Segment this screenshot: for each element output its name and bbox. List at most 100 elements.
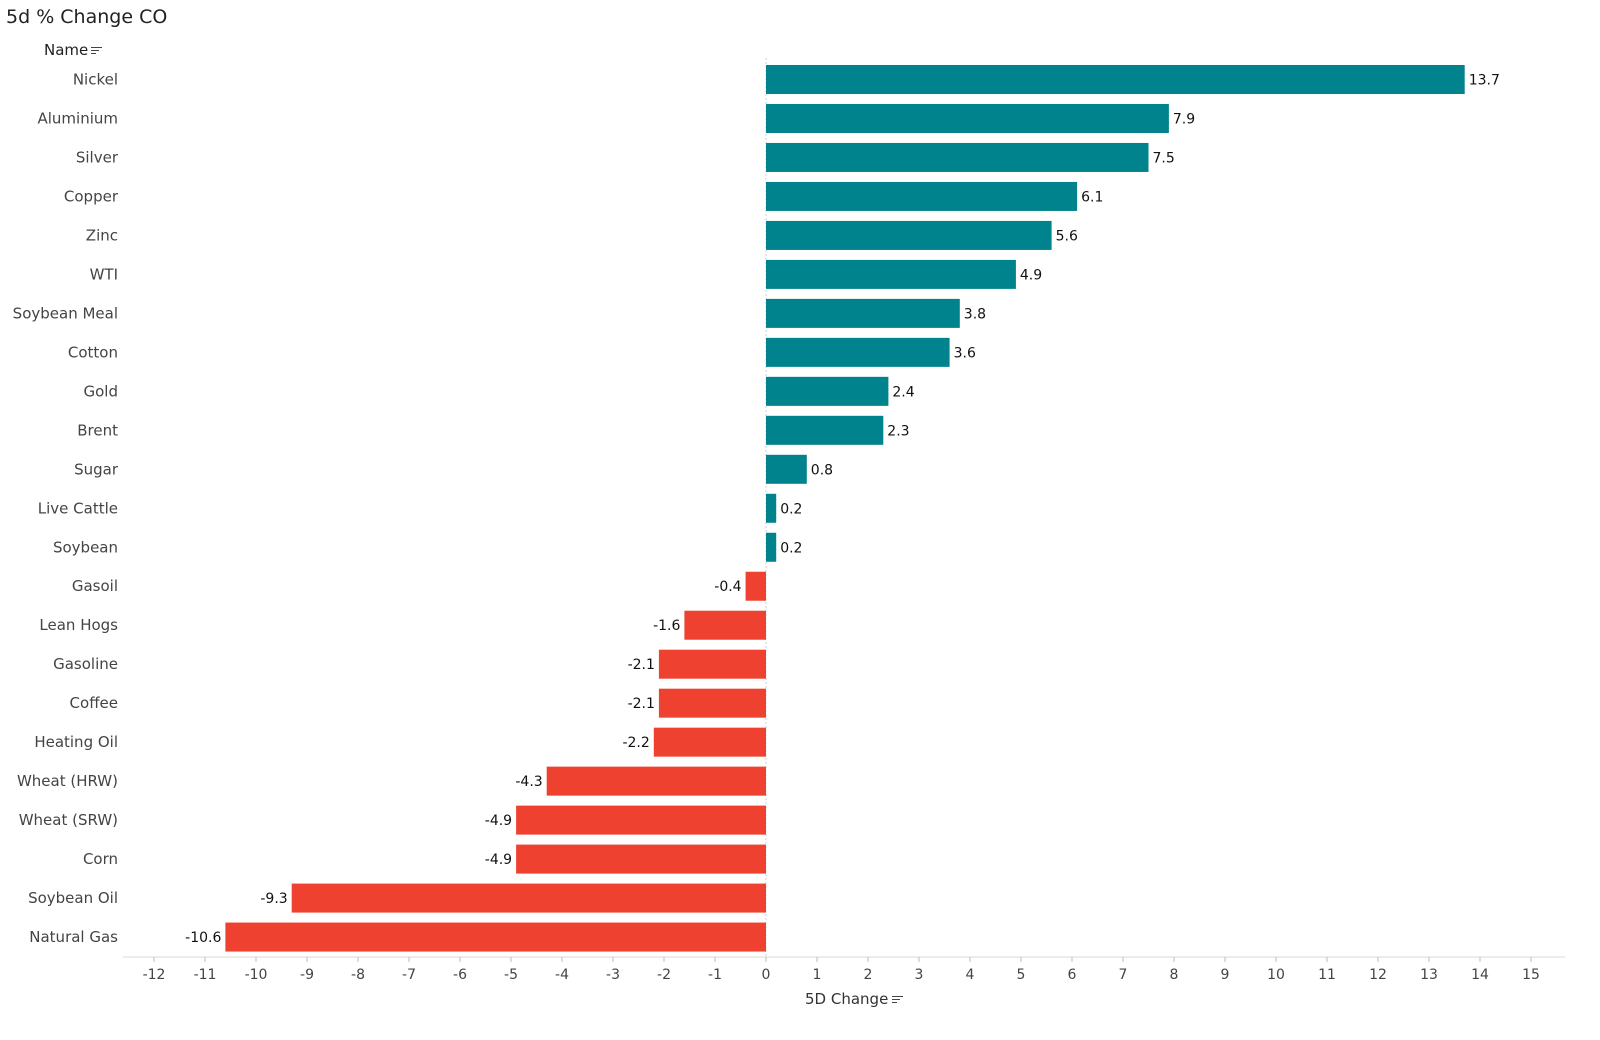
x-tick-label: -11 xyxy=(194,967,217,983)
x-tick-label: -4 xyxy=(555,967,569,983)
bar-live-cattle[interactable] xyxy=(766,493,777,523)
category-label: Heating Oil xyxy=(34,733,118,751)
category-label: Gold xyxy=(84,382,119,400)
x-axis-label: 5D Change xyxy=(805,990,889,1008)
category-label: Soybean Meal xyxy=(13,304,118,322)
bar-copper[interactable] xyxy=(766,181,1078,211)
bar-gasoil[interactable] xyxy=(745,571,766,601)
category-label: Gasoline xyxy=(53,655,118,673)
category-label: Aluminium xyxy=(37,109,118,127)
data-label: -4.9 xyxy=(485,852,512,868)
x-axis-title[interactable]: 5D Change xyxy=(805,990,904,1008)
bar-corn[interactable] xyxy=(516,844,766,874)
category-label: Brent xyxy=(77,421,118,439)
data-label: 3.6 xyxy=(954,345,976,361)
x-tick-label: -7 xyxy=(402,967,416,983)
bar-nickel[interactable] xyxy=(766,65,1465,94)
bar-sugar[interactable] xyxy=(766,454,807,484)
x-tick-label: -2 xyxy=(657,967,671,983)
data-label: -4.9 xyxy=(485,813,512,829)
x-tick-label: 5 xyxy=(1017,967,1026,983)
bar-silver[interactable] xyxy=(766,142,1149,172)
data-label: 2.4 xyxy=(892,384,914,400)
sort-icon[interactable] xyxy=(91,46,103,55)
data-label: -10.6 xyxy=(185,930,221,946)
x-tick-label: 8 xyxy=(1170,967,1179,983)
bar-wheat-srw[interactable] xyxy=(516,805,766,835)
data-label: 4.9 xyxy=(1020,267,1042,283)
x-tick-label: -10 xyxy=(245,967,268,983)
bar-coffee[interactable] xyxy=(658,688,766,718)
x-tick-label: -1 xyxy=(708,967,722,983)
data-label: 2.3 xyxy=(887,423,909,439)
x-tick-label: 1 xyxy=(813,967,822,983)
data-label: 5.6 xyxy=(1056,228,1078,244)
bar-heating-oil[interactable] xyxy=(653,727,766,757)
row-header-name[interactable]: Name xyxy=(44,41,103,59)
x-tick-label: -6 xyxy=(453,967,467,983)
data-label: -4.3 xyxy=(515,774,542,790)
data-labels: 13.7 7.9 7.5 6.1 5.6 4.9 3.8 3.6 2.4 2.3 0.8 0.2 0.2… xyxy=(185,73,1500,947)
data-label: 0.8 xyxy=(811,462,833,478)
category-label: Wheat (HRW) xyxy=(17,772,118,790)
x-tick-label: 9 xyxy=(1221,967,1230,983)
x-tick-label: 3 xyxy=(915,967,924,983)
category-label: Wheat (SRW) xyxy=(19,811,118,829)
data-label: -1.6 xyxy=(653,618,680,634)
category-labels: Nickel Aluminium Silver Copper Zinc WTI Soybea… xyxy=(13,71,119,947)
x-tick-label: 4 xyxy=(966,967,975,983)
data-label: -2.1 xyxy=(628,696,655,712)
bar-brent[interactable] xyxy=(766,415,884,445)
bar-cotton[interactable] xyxy=(766,337,950,367)
category-label: Gasoil xyxy=(72,577,118,595)
bar-soybean-meal[interactable] xyxy=(766,298,960,328)
bar-wheat-hrw[interactable] xyxy=(546,766,766,796)
x-tick-label: 15 xyxy=(1522,967,1540,983)
category-label: Soybean xyxy=(53,538,118,556)
data-label: -2.2 xyxy=(622,735,649,751)
x-tick-label: 10 xyxy=(1267,967,1285,983)
category-label: Cotton xyxy=(68,343,118,361)
x-tick-label: 2 xyxy=(864,967,873,983)
x-tick-label: 0 xyxy=(762,967,771,983)
category-label: Silver xyxy=(76,148,119,166)
bar-aluminium[interactable] xyxy=(766,103,1169,133)
data-label: 13.7 xyxy=(1469,73,1500,89)
bar-natural-gas[interactable] xyxy=(225,922,766,952)
category-label: Zinc xyxy=(86,226,118,244)
chart-title: 5d % Change CO xyxy=(6,6,168,28)
data-label: 0.2 xyxy=(780,540,802,556)
x-axis: -12 -11 -10 -9 -8 -7 -6 -5 -4 -3 -2 -1 0 1 2 3 4 5 6 7 8 9 10 1… xyxy=(123,956,1565,983)
data-label: 6.1 xyxy=(1081,189,1103,205)
category-label: Natural Gas xyxy=(29,928,118,946)
x-tick-label: 11 xyxy=(1318,967,1336,983)
x-tick-label: 7 xyxy=(1119,967,1128,983)
x-tick-label: -3 xyxy=(606,967,620,983)
sort-icon[interactable] xyxy=(892,995,904,1004)
data-label: 0.2 xyxy=(780,501,802,517)
data-label: 3.8 xyxy=(964,306,986,322)
category-label: Soybean Oil xyxy=(28,889,118,907)
bar-soybean-oil[interactable] xyxy=(291,883,766,913)
category-label: Sugar xyxy=(74,460,119,478)
x-tick-label: -8 xyxy=(351,967,365,983)
x-tick-label: 6 xyxy=(1068,967,1077,983)
x-tick-label: -5 xyxy=(504,967,518,983)
category-label: Copper xyxy=(64,187,119,205)
bar-soybean[interactable] xyxy=(766,532,777,562)
bar-gasoline[interactable] xyxy=(658,649,766,679)
x-tick-label: -9 xyxy=(300,967,314,983)
category-label: Nickel xyxy=(73,71,118,89)
category-label: Lean Hogs xyxy=(39,616,118,634)
data-label: 7.5 xyxy=(1153,150,1175,166)
bar-wti[interactable] xyxy=(766,259,1016,289)
bar-zinc[interactable] xyxy=(766,220,1052,250)
bar-lean-hogs[interactable] xyxy=(684,610,766,640)
x-tick-label: -12 xyxy=(143,967,166,983)
data-label: -0.4 xyxy=(714,579,741,595)
x-tick-label: 12 xyxy=(1369,967,1387,983)
bar-gold[interactable] xyxy=(766,376,889,406)
category-label: Live Cattle xyxy=(38,499,118,517)
category-label: Corn xyxy=(83,850,118,868)
